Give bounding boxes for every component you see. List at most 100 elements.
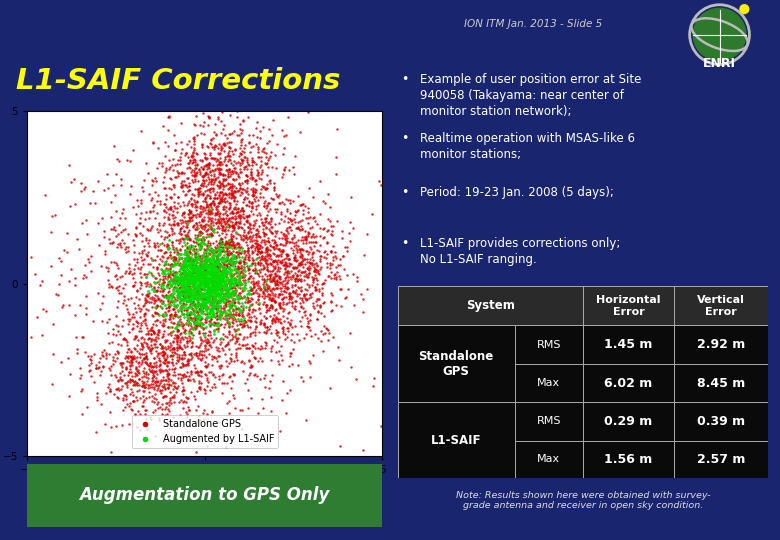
Point bbox=[262, 237, 275, 246]
Point bbox=[280, 130, 292, 139]
Point bbox=[223, 264, 236, 273]
Point bbox=[109, 373, 122, 382]
Point bbox=[211, 291, 223, 299]
Point bbox=[220, 362, 232, 370]
Point bbox=[148, 291, 161, 299]
Point bbox=[252, 196, 264, 205]
Point bbox=[250, 233, 262, 241]
Point bbox=[300, 269, 313, 278]
Point bbox=[163, 292, 176, 301]
Point bbox=[250, 123, 262, 132]
Point bbox=[279, 194, 292, 203]
Point bbox=[81, 402, 94, 411]
Point bbox=[176, 282, 189, 291]
Point bbox=[252, 240, 264, 249]
Point bbox=[194, 313, 207, 321]
Point bbox=[166, 243, 179, 252]
Point bbox=[292, 205, 304, 214]
Point bbox=[284, 321, 296, 329]
Point bbox=[236, 156, 248, 165]
Point bbox=[180, 148, 193, 157]
Point bbox=[181, 244, 193, 252]
Point bbox=[197, 302, 209, 311]
Point bbox=[192, 309, 204, 318]
Point bbox=[182, 288, 194, 297]
Point bbox=[158, 219, 170, 227]
Point bbox=[218, 239, 230, 248]
Point bbox=[197, 299, 209, 308]
Point bbox=[228, 167, 240, 176]
Point bbox=[191, 301, 204, 309]
Point bbox=[177, 297, 190, 306]
Point bbox=[212, 265, 225, 274]
Point bbox=[231, 265, 243, 273]
Point bbox=[183, 260, 196, 268]
Point bbox=[216, 202, 229, 211]
Point bbox=[202, 281, 215, 289]
Point bbox=[211, 253, 224, 261]
Point bbox=[114, 375, 126, 383]
Point bbox=[232, 178, 245, 187]
Point bbox=[218, 320, 231, 328]
Point bbox=[186, 282, 198, 291]
Point bbox=[124, 377, 136, 386]
Point bbox=[180, 285, 193, 294]
Point bbox=[137, 387, 150, 395]
Point bbox=[190, 312, 203, 321]
Point bbox=[163, 315, 176, 323]
Point bbox=[277, 276, 289, 285]
Point bbox=[321, 225, 334, 234]
Point bbox=[140, 352, 152, 360]
Point bbox=[227, 208, 239, 217]
Point bbox=[218, 157, 231, 165]
Point bbox=[239, 171, 252, 180]
Point bbox=[150, 374, 162, 382]
Point bbox=[167, 213, 179, 222]
Point bbox=[175, 281, 187, 289]
Point bbox=[202, 263, 215, 272]
Point bbox=[161, 366, 173, 375]
Point bbox=[282, 295, 295, 304]
Point bbox=[187, 272, 200, 281]
Point bbox=[112, 327, 124, 335]
Point bbox=[196, 313, 208, 322]
Point bbox=[175, 294, 187, 303]
Point bbox=[196, 268, 208, 277]
Point bbox=[246, 172, 259, 181]
Point bbox=[259, 184, 271, 193]
Point bbox=[324, 203, 336, 212]
Point bbox=[257, 251, 269, 260]
Point bbox=[205, 223, 218, 232]
Point bbox=[224, 238, 236, 246]
Point bbox=[119, 266, 132, 275]
Point bbox=[90, 364, 102, 373]
Point bbox=[226, 218, 239, 227]
Point bbox=[178, 238, 190, 246]
Point bbox=[187, 261, 200, 270]
Point bbox=[226, 167, 239, 176]
Point bbox=[197, 277, 210, 286]
Point bbox=[194, 275, 207, 284]
Point bbox=[181, 286, 193, 294]
Point bbox=[243, 356, 255, 364]
Point bbox=[222, 262, 235, 271]
Point bbox=[140, 373, 153, 382]
Point bbox=[231, 321, 243, 330]
Point bbox=[211, 164, 223, 172]
Point bbox=[84, 351, 97, 360]
Point bbox=[182, 217, 194, 226]
Point bbox=[226, 191, 239, 199]
Point bbox=[181, 262, 193, 271]
Point bbox=[289, 289, 301, 298]
Point bbox=[171, 220, 183, 228]
Point bbox=[244, 317, 257, 326]
Point bbox=[155, 350, 168, 359]
Point bbox=[211, 315, 223, 324]
Point bbox=[209, 276, 222, 285]
Point bbox=[176, 261, 188, 270]
Point bbox=[168, 254, 180, 263]
Point bbox=[183, 214, 196, 222]
Point bbox=[225, 302, 238, 311]
Point bbox=[250, 278, 263, 287]
Point bbox=[85, 267, 98, 275]
